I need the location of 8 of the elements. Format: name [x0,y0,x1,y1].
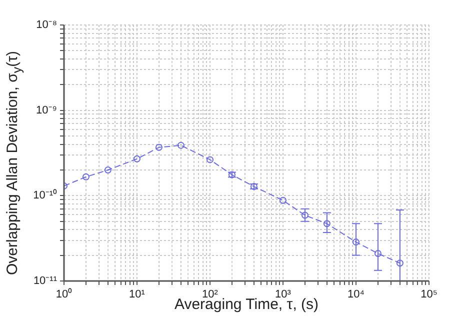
y-tick-label: 10⁻¹¹ [33,275,58,288]
x-tick-label: 10¹ [129,288,146,301]
x-tick-label: 10⁰ [56,288,72,301]
y-tick-label: 10⁻⁹ [36,104,57,116]
y-tick-label: 10⁻⁸ [36,19,57,32]
x-tick-label: 10⁴ [348,288,365,301]
y-tick-label: 10⁻¹⁰ [33,188,57,202]
x-tick-label: 10⁵ [420,288,438,301]
